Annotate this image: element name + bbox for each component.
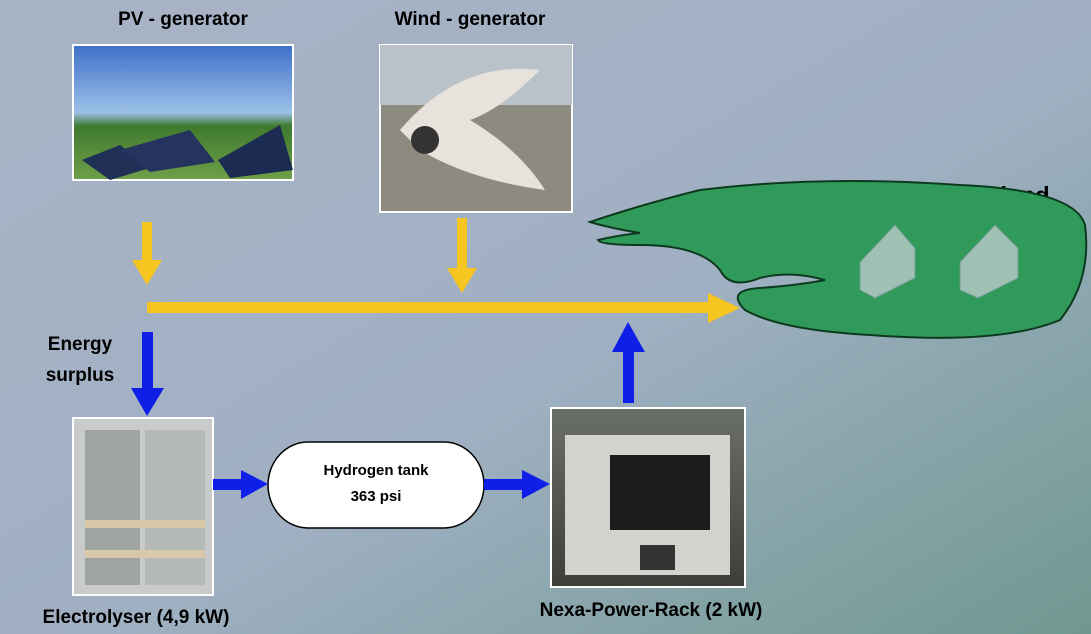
pv-label: PV - generator <box>118 9 248 30</box>
wind-label: Wind - generator <box>395 9 546 30</box>
electrolyser-photo <box>73 418 213 595</box>
pv-photo <box>73 45 293 180</box>
tank-label: 363 psi <box>351 488 402 505</box>
wind-photo <box>380 45 572 212</box>
nexa-label: Nexa-Power-Rack (2 kW) <box>540 600 763 621</box>
diagram: PV - generator Wind - generator Consumer… <box>0 0 1091 634</box>
surplus-label: surplus <box>46 365 115 386</box>
surplus-label: Energy <box>48 334 113 355</box>
tank-label: Hydrogen tank <box>323 462 429 479</box>
nexa-photo <box>551 408 745 587</box>
electrolyser-label: Electrolyser (4,9 kW) <box>43 607 230 628</box>
hydrogen-tank: Hydrogen tank 363 psi <box>268 442 484 528</box>
